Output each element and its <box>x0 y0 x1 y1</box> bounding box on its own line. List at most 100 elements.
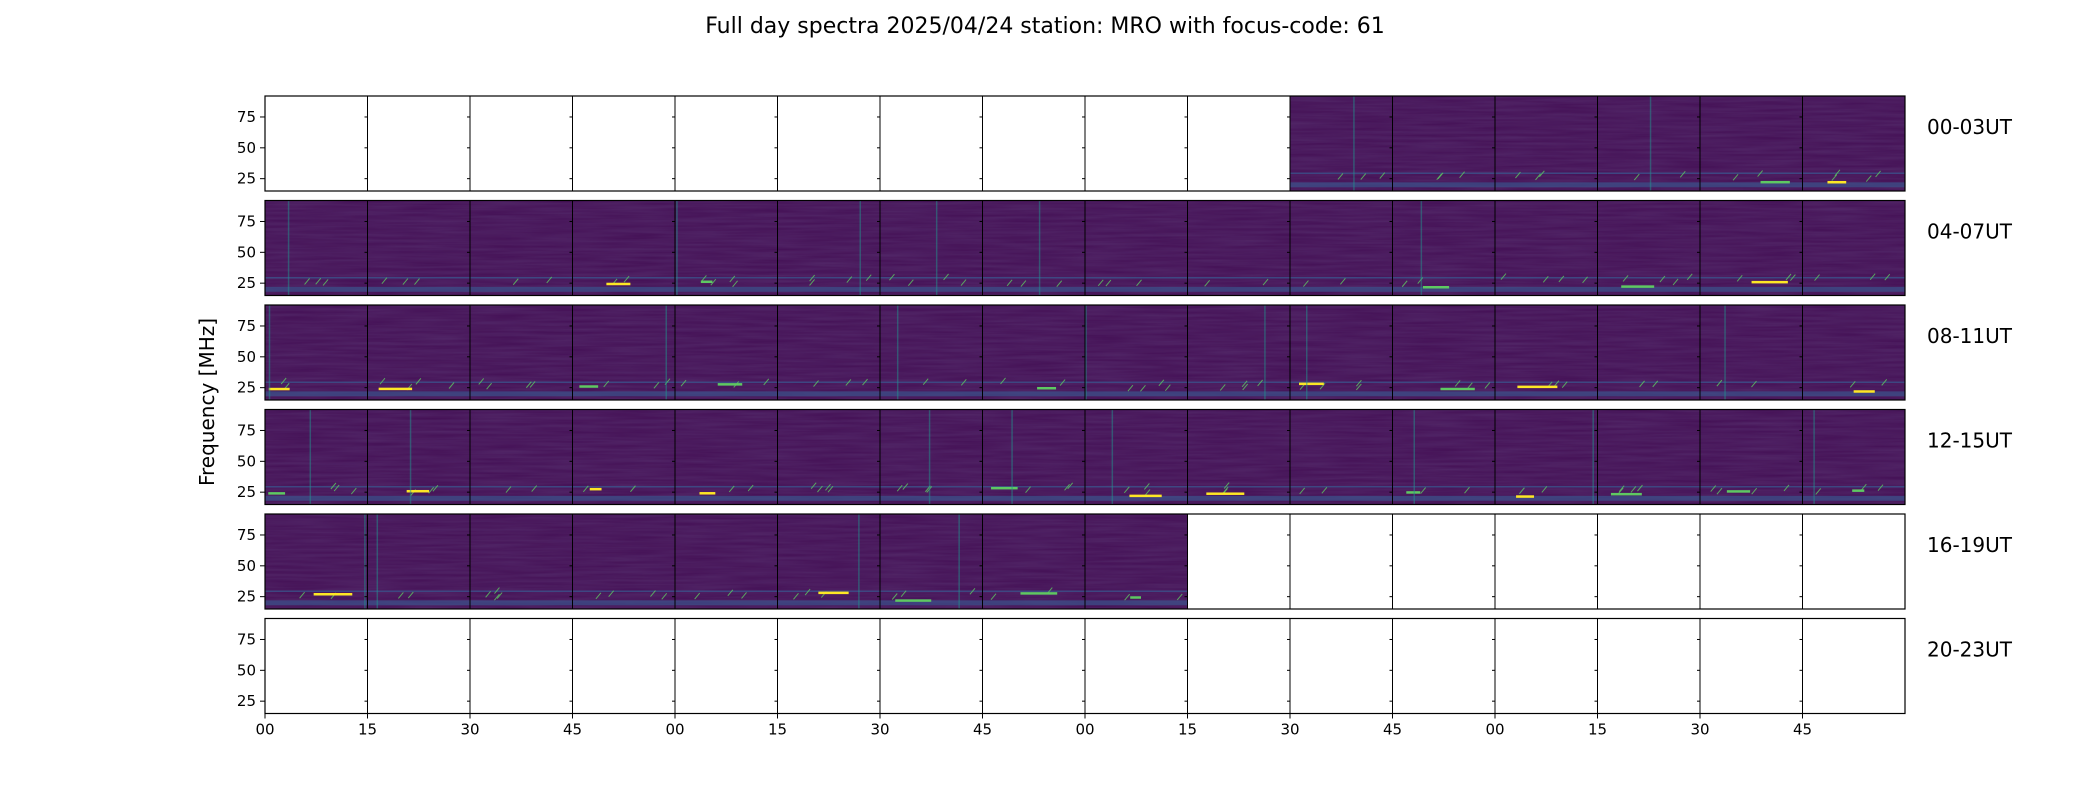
y-tick-label: 50 <box>237 348 256 366</box>
spectra-row: 25 50 75 20-23UT <box>237 617 2013 715</box>
empty-panel <box>364 95 471 192</box>
y-tick-label: 75 <box>237 526 256 544</box>
spectra-row: 25 50 75 12-15UT <box>237 408 2013 506</box>
spectrogram-panel <box>1697 409 1803 505</box>
x-tick-label: 30 <box>1280 721 1299 739</box>
y-tick-label: 75 <box>237 630 256 648</box>
spectra-row: 25 50 75 16-19UT <box>237 513 2013 610</box>
spectrogram-panel <box>877 409 983 505</box>
spectrogram-panel <box>1287 200 1393 296</box>
x-tick-label: 45 <box>1793 721 1812 739</box>
y-tick-label: 25 <box>237 692 256 710</box>
empty-panel <box>467 618 573 714</box>
spectrogram-panel <box>1492 95 1599 192</box>
spectrogram-panel <box>877 200 983 296</box>
empty-panel <box>264 95 368 192</box>
empty-panel <box>1594 513 1701 610</box>
spectrogram-panel <box>877 304 983 401</box>
y-tick-label: 50 <box>237 452 256 470</box>
empty-panel <box>1799 513 1906 610</box>
spectrogram-panel <box>1389 200 1496 296</box>
row-time-label: 16-19UT <box>1927 533 2013 557</box>
spectrogram-panel <box>1492 409 1598 505</box>
spectrogram-panel <box>264 304 368 401</box>
row-time-label: 08-11UT <box>1927 324 2013 348</box>
spectrogram-panel <box>774 200 881 296</box>
y-tick-label: 75 <box>237 108 256 126</box>
x-tick-label: 00 <box>1075 721 1094 739</box>
spectrogram-panel <box>1082 513 1188 610</box>
spectrogram-panel <box>774 513 881 610</box>
empty-panel <box>1389 513 1496 610</box>
empty-panel <box>1184 513 1291 610</box>
spectrogram-panel <box>364 513 471 610</box>
spectrogram-panel <box>1287 95 1393 192</box>
spectrogram-panel <box>672 513 778 610</box>
empty-panel <box>1184 95 1291 192</box>
empty-panel <box>979 95 1086 192</box>
empty-panel <box>1389 618 1496 714</box>
spectrogram-panel <box>1697 95 1803 192</box>
empty-panel <box>364 618 471 714</box>
x-tick-label: 00 <box>1485 721 1504 739</box>
y-axis-label: Frequency [MHz] <box>195 318 219 486</box>
spectrogram-panel <box>979 513 1086 610</box>
spectrogram-panel <box>1389 304 1496 401</box>
x-tick-label: 30 <box>460 721 479 739</box>
spectrogram-panel <box>364 304 471 401</box>
empty-panel <box>1287 618 1393 714</box>
x-tick-label: 45 <box>973 721 992 739</box>
spectrogram-panel <box>467 200 573 296</box>
row-time-label: 20-23UT <box>1927 638 2013 662</box>
y-tick-label: 25 <box>237 274 256 292</box>
x-tick-label: 15 <box>1178 721 1197 739</box>
spectrogram-panel <box>569 409 676 505</box>
spectrogram-panel <box>467 513 573 610</box>
empty-panel <box>877 618 983 714</box>
spectrogram-panel <box>877 513 983 610</box>
x-tick-label: 15 <box>1588 721 1607 739</box>
spectrogram-panel <box>1184 304 1291 401</box>
x-tick-label: 00 <box>255 721 274 739</box>
empty-panel <box>264 618 368 714</box>
empty-panel <box>1799 618 1906 714</box>
x-tick-label: 30 <box>870 721 889 739</box>
x-tick-label: 45 <box>1383 721 1402 739</box>
spectrogram-panel <box>1594 409 1701 505</box>
spectra-row: 25 50 75 00-03UT <box>237 95 2013 192</box>
spectra-row: 25 50 75 04-07UT <box>237 199 2013 297</box>
y-tick-label: 50 <box>237 243 256 261</box>
empty-panel <box>1492 513 1598 610</box>
y-tick-label: 75 <box>237 317 256 335</box>
spectrogram-panel <box>264 200 368 296</box>
spectrogram-panel <box>1184 409 1291 505</box>
y-tick-label: 25 <box>237 483 256 501</box>
spectrogram-panel <box>364 409 471 505</box>
spectrogram-panel <box>264 513 368 610</box>
spectrogram-panel <box>1492 304 1598 401</box>
spectrogram-panel <box>1082 200 1188 296</box>
y-tick-label: 25 <box>237 379 256 397</box>
empty-panel <box>1594 618 1701 714</box>
spectra-row: 25 50 75 08-11UT <box>237 304 2013 401</box>
spectrogram-panel <box>1287 409 1393 505</box>
row-time-label: 12-15UT <box>1927 429 2013 453</box>
y-tick-label: 25 <box>237 170 256 188</box>
spectrogram-panel <box>364 200 471 296</box>
spectrogram-panel <box>1594 95 1701 192</box>
empty-panel <box>672 618 778 714</box>
empty-panel <box>1697 618 1803 714</box>
spectrogram-panel <box>264 409 368 505</box>
x-tick-label: 00 <box>665 721 684 739</box>
spectrogram-panel <box>569 513 676 610</box>
spectrogram-panel <box>1697 200 1803 296</box>
spectrogram-panel <box>774 304 881 401</box>
y-tick-label: 50 <box>237 557 256 575</box>
empty-panel <box>877 95 983 192</box>
empty-panel <box>1184 618 1291 714</box>
empty-panel <box>569 95 676 192</box>
spectrogram-panel <box>774 409 881 505</box>
spectrogram-panel <box>979 409 1086 505</box>
